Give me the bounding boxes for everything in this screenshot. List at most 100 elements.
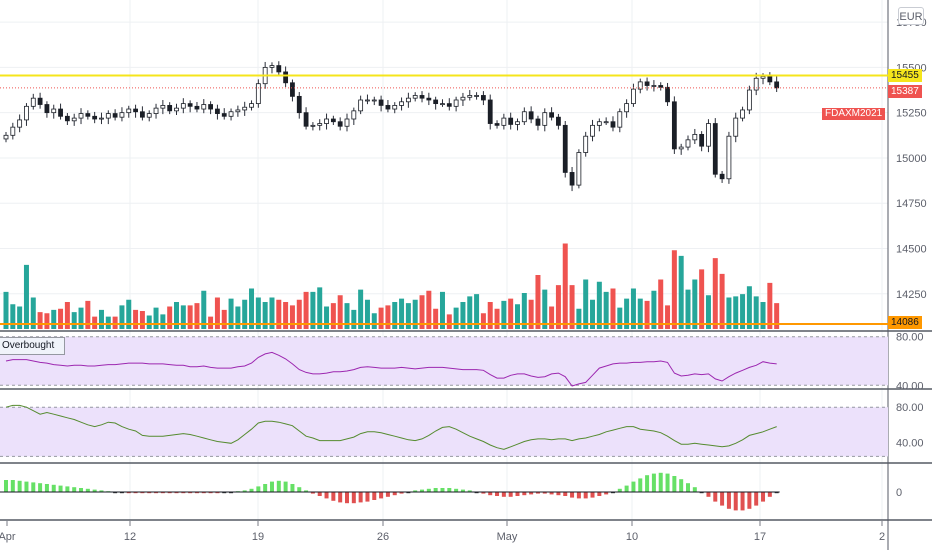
volume-bar xyxy=(603,291,609,329)
osc-bar xyxy=(174,492,179,494)
candle-body xyxy=(174,107,179,112)
volume-bar xyxy=(665,305,671,329)
osc-bar xyxy=(113,492,118,494)
osc-bar xyxy=(624,485,629,492)
volume-bar xyxy=(678,255,684,329)
candle-body xyxy=(146,113,152,118)
candle-body xyxy=(139,111,145,118)
osc-bar xyxy=(542,492,547,494)
volume-bar xyxy=(126,299,132,329)
volume-bar xyxy=(412,299,418,329)
osc-bar xyxy=(222,492,227,494)
osc-bar xyxy=(65,486,70,492)
osc-bar xyxy=(597,492,602,496)
candle-body xyxy=(774,81,780,89)
time-axis-label: 26 xyxy=(377,531,389,543)
volume-bar xyxy=(392,302,398,329)
volume-bar xyxy=(262,302,268,329)
osc-bar xyxy=(713,492,718,502)
osc-bar xyxy=(24,481,29,492)
candle-body xyxy=(746,89,752,111)
osc-bar xyxy=(720,492,725,506)
volume-bar xyxy=(528,299,534,329)
stoch-tick-label: 80.00 xyxy=(896,402,924,414)
candle-body xyxy=(651,85,657,87)
candle-body xyxy=(153,107,159,114)
osc-bar xyxy=(58,485,63,492)
volume-bar xyxy=(385,305,391,329)
price-tick-label: 15250 xyxy=(896,108,927,120)
osc-bar xyxy=(658,472,663,492)
candle-body xyxy=(719,173,725,180)
rsi-tick-label: 40.00 xyxy=(896,380,924,392)
osc-bar xyxy=(583,492,588,499)
volume-bar xyxy=(446,314,452,329)
candle-body xyxy=(542,112,548,126)
osc-bar xyxy=(181,492,186,494)
candle-body xyxy=(658,85,664,88)
volume-bar xyxy=(617,307,623,329)
volume-bar xyxy=(30,297,36,329)
volume-bar xyxy=(249,288,255,329)
osc-bar xyxy=(99,490,104,492)
volume-bar xyxy=(296,299,302,329)
osc-bar xyxy=(433,488,438,492)
candle-body xyxy=(58,108,63,117)
volume-bar xyxy=(98,309,104,329)
osc-bar xyxy=(31,482,36,492)
osc-bar xyxy=(501,492,506,497)
candle-body xyxy=(487,99,493,124)
symbol-label: FDAXM2021 xyxy=(822,108,886,120)
osc-bar xyxy=(406,492,411,494)
candle-body xyxy=(119,112,125,118)
osc-bar xyxy=(276,480,281,492)
volume-bar xyxy=(637,298,643,329)
indicator-legend[interactable]: Overbought xyxy=(0,337,66,355)
candle-body xyxy=(112,113,118,118)
candle-body xyxy=(535,118,541,126)
volume-bar xyxy=(351,309,357,329)
candle-body xyxy=(706,123,711,147)
osc-bar xyxy=(338,492,343,503)
osc-bar xyxy=(679,479,684,492)
candle-body xyxy=(753,77,759,91)
volume-bar xyxy=(753,296,759,329)
support-price-label: 14086 xyxy=(888,316,922,329)
osc-bar xyxy=(208,492,213,494)
osc-bar xyxy=(699,492,704,494)
volume-bar xyxy=(78,307,84,329)
volume-bar xyxy=(269,297,275,329)
candle-body xyxy=(160,105,166,109)
volume-bar xyxy=(685,289,691,329)
osc-bar xyxy=(379,492,384,499)
volume-bar xyxy=(719,273,725,329)
volume-bar xyxy=(371,313,377,329)
candle-body xyxy=(440,103,445,106)
candle-body xyxy=(221,113,227,117)
candle-body xyxy=(590,124,595,137)
volume-bar xyxy=(583,279,589,329)
osc-bar xyxy=(140,492,145,494)
candle-body xyxy=(30,97,36,107)
volume-bar xyxy=(774,303,780,329)
osc-bar xyxy=(304,490,309,492)
volume-bar xyxy=(10,304,16,329)
osc-bar xyxy=(399,492,404,494)
osc-bar xyxy=(747,492,752,509)
osc-bar xyxy=(392,492,397,496)
osc-bar xyxy=(672,476,677,492)
currency-button[interactable]: EUR xyxy=(898,7,924,25)
volume-bar xyxy=(515,304,520,329)
osc-bar xyxy=(126,492,131,494)
candle-body xyxy=(603,121,609,124)
candle-body xyxy=(235,109,241,113)
volume-bar xyxy=(494,308,500,329)
price-tick-label: 14750 xyxy=(896,198,927,210)
price-tick-label: 14500 xyxy=(896,244,927,256)
candle-body xyxy=(371,99,377,102)
volume-bar xyxy=(139,311,145,329)
osc-bar xyxy=(215,492,220,494)
osc-bar xyxy=(44,484,49,492)
